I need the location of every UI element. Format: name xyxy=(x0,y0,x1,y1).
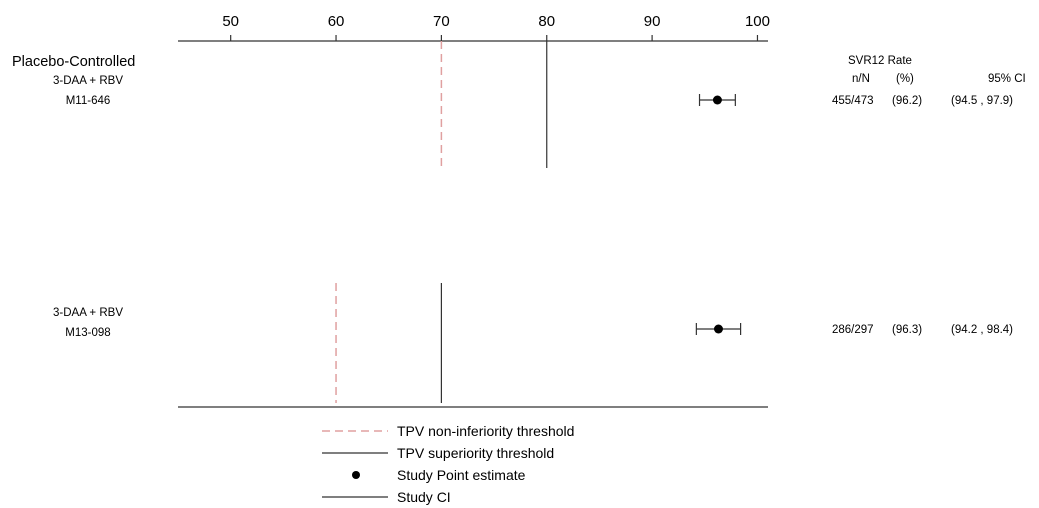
study-1-pct: (96.2) xyxy=(892,95,922,107)
legend-label: TPV superiority threshold xyxy=(397,445,554,461)
study-1-nN: 455/473 xyxy=(832,95,874,107)
x-tick-label: 50 xyxy=(222,13,239,30)
study-1-code: M11-646 xyxy=(66,95,111,107)
legend-label: TPV non-inferiority threshold xyxy=(397,423,574,439)
x-tick-label: 80 xyxy=(538,13,555,30)
study-2-nN: 286/297 xyxy=(832,324,874,336)
study-2-ci: (94.2 , 98.4) xyxy=(951,324,1013,336)
x-tick-label: 90 xyxy=(644,13,661,30)
study-2-name: 3-DAA + RBV xyxy=(53,307,123,319)
section-label: Placebo-Controlled xyxy=(12,54,135,70)
study-1-name: 3-DAA + RBV xyxy=(53,75,123,87)
legend-label: Study CI xyxy=(397,489,451,505)
header-pct-label: (%) xyxy=(896,73,914,85)
point-estimate xyxy=(713,324,723,334)
study-2-pct: (96.3) xyxy=(892,324,922,336)
legend-label: Study Point estimate xyxy=(397,467,526,483)
study-2-code: M13-098 xyxy=(65,327,110,339)
header-ci-label: 95% CI xyxy=(988,73,1026,85)
header-n-label: n/N xyxy=(852,73,870,85)
x-tick-label: 60 xyxy=(328,13,345,30)
legend-point-swatch xyxy=(352,471,360,479)
point-estimate xyxy=(712,95,722,105)
study-1-ci: (94.5 , 97.9) xyxy=(951,95,1013,107)
header-title: SVR12 Rate xyxy=(848,55,912,67)
x-tick-label: 70 xyxy=(433,13,450,30)
x-tick-label: 100 xyxy=(745,13,770,30)
